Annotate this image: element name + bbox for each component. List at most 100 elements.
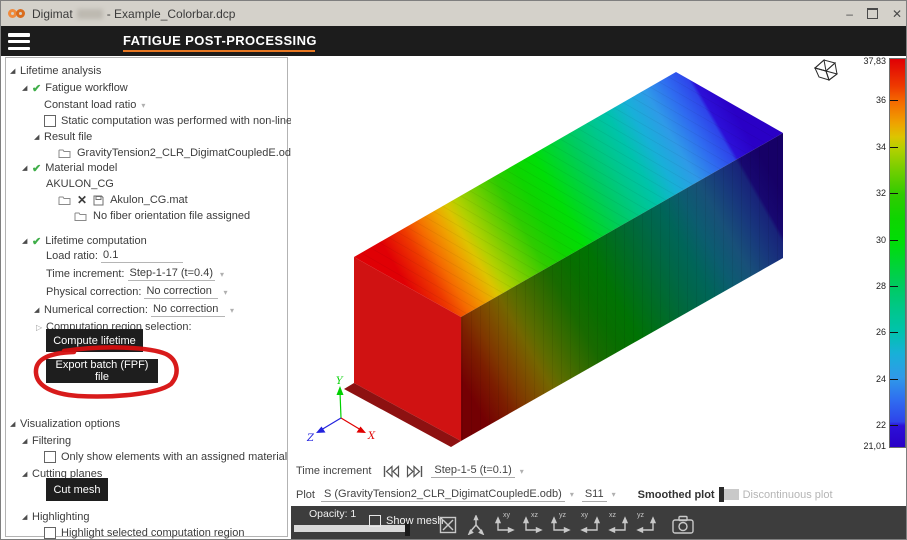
colorbar-tick — [890, 286, 898, 287]
tree-item-fatigue-workflow[interactable]: ◢ ✔ Fatigue workflow — [22, 82, 128, 95]
expand-arrow-icon[interactable]: ◢ — [22, 438, 28, 445]
tree-item-highlighting[interactable]: ◢ Highlighting — [22, 511, 90, 523]
colorbar-label: 37,83 — [863, 56, 886, 66]
tree-item-material-model[interactable]: ◢ ✔ Material model — [22, 162, 118, 175]
triad-view-icon[interactable] — [466, 513, 490, 535]
chevron-down-icon: ▾ — [569, 490, 574, 499]
chevron-down-icon: ▾ — [219, 269, 224, 279]
expand-arrow-icon[interactable]: ◢ — [34, 307, 40, 314]
checkbox-icon[interactable] — [44, 527, 56, 539]
app-logo-icon — [8, 7, 25, 20]
menu-hamburger-icon[interactable] — [8, 33, 30, 50]
colorbar-label: 36 — [875, 95, 886, 105]
colorbar-label: 22 — [875, 420, 886, 430]
expand-arrow-icon[interactable]: ◢ — [22, 85, 28, 92]
expand-arrow-icon[interactable]: ◢ — [10, 421, 16, 428]
time-step-dropdown[interactable]: Step-1-5 (t=0.1) — [431, 464, 515, 478]
previous-step-icon[interactable] — [383, 464, 400, 478]
view-xy-reverse-icon[interactable]: xy — [579, 512, 603, 535]
numerical-correction-field: ◢ Numerical correction: No correction ▾ — [34, 303, 234, 317]
load-ratio-input[interactable]: 0.1 — [101, 249, 184, 263]
material-file-row[interactable]: ✕ Akulon_CG.mat — [58, 193, 188, 207]
plot-controls: Time increment Step-1-5 (t=0.1) ▾ Plot S… — [291, 456, 906, 506]
close-button[interactable]: ✕ — [891, 6, 902, 21]
highlight-region-checkbox[interactable]: Highlight selected computation region — [44, 526, 244, 539]
beam-front-face[interactable] — [354, 257, 461, 441]
colorbar-label: 32 — [875, 188, 886, 198]
view-yz-icon[interactable]: yz — [550, 512, 574, 535]
fit-view-icon[interactable] — [438, 513, 462, 535]
numerical-correction-dropdown[interactable]: No correction — [150, 303, 225, 317]
folder-icon[interactable] — [58, 148, 71, 159]
tree-item-lifetime-computation[interactable]: ◢ ✔ Lifetime computation — [22, 235, 147, 248]
colorbar-tick — [890, 425, 898, 426]
axis-y-label: Y — [336, 376, 344, 387]
next-step-icon[interactable] — [406, 464, 423, 478]
physical-correction-field: Physical correction: No correction ▾ — [46, 285, 228, 299]
chevron-down-icon: ▾ — [519, 466, 524, 476]
expand-arrow-icon[interactable]: ◢ — [22, 238, 28, 245]
save-disk-icon[interactable] — [93, 195, 104, 206]
tree-item-result-file[interactable]: ◢ Result file — [34, 131, 93, 143]
colorbar-label: 21,01 — [863, 441, 886, 451]
time-increment-field: Time increment: Step-1-17 (t=0.4) ▾ — [46, 267, 224, 281]
physical-correction-dropdown[interactable]: No correction — [144, 285, 219, 299]
tree-item-cutting-planes[interactable]: ◢ Cutting planes — [22, 468, 103, 480]
load-ratio-field: Load ratio: 0.1 — [46, 249, 184, 263]
colorbar-gradient — [889, 58, 906, 448]
folder-icon[interactable] — [74, 211, 87, 222]
expand-arrow-icon[interactable]: ◢ — [10, 68, 16, 75]
opacity-slider-handle[interactable] — [405, 521, 410, 536]
tree-item-visualization-options[interactable]: ◢ Visualization options — [10, 418, 121, 430]
beam-model[interactable]: Y X Z — [291, 56, 907, 456]
expand-arrow-icon[interactable]: ◢ — [22, 514, 28, 521]
view-cube-icon[interactable] — [813, 59, 839, 81]
viewport-3d[interactable]: Y X Z 37,83 36 — [291, 56, 907, 456]
remove-x-icon[interactable]: ✕ — [77, 193, 88, 207]
check-icon: ✔ — [32, 235, 42, 248]
colorbar-label: 28 — [875, 281, 886, 291]
load-ratio-mode-dropdown[interactable]: Constant load ratio ▾ — [44, 99, 146, 111]
check-icon: ✔ — [32, 162, 42, 175]
plot-source-dropdown[interactable]: S (GravityTension2_CLR_DigimatCoupledE.o… — [320, 488, 565, 502]
window-title: Digimat - Example_Colorbar.dcp — [32, 6, 236, 21]
colorbar-tick — [890, 332, 898, 333]
folder-icon[interactable] — [58, 195, 71, 206]
tree-item-lifetime-analysis[interactable]: ◢ Lifetime analysis — [10, 65, 102, 77]
result-file-row[interactable]: GravityTension2_CLR_DigimatCoupledE.odb — [58, 146, 297, 160]
check-icon: ✔ — [32, 82, 42, 95]
camera-screenshot-icon[interactable] — [671, 513, 695, 535]
checkbox-icon[interactable] — [44, 115, 56, 127]
show-mesh-checkbox[interactable]: Show mesh — [369, 515, 443, 527]
view-xy-icon[interactable]: xy — [494, 512, 518, 535]
plot-mode-toggle[interactable] — [718, 487, 739, 502]
minimize-button[interactable]: – — [846, 6, 853, 21]
red-annotation-circle — [33, 345, 179, 399]
view-yz-reverse-icon[interactable]: yz — [635, 512, 659, 535]
view-xz-reverse-icon[interactable]: xz — [607, 512, 631, 535]
static-computation-checkbox[interactable]: Static computation was performed with no… — [44, 114, 347, 128]
fiber-orientation-row[interactable]: No fiber orientation file assigned — [74, 209, 250, 223]
title-bar: Digimat - Example_Colorbar.dcp – ✕ — [1, 1, 906, 27]
export-batch-button[interactable]: Export batch (FPF) file — [46, 359, 158, 383]
discontinuous-plot-label[interactable]: Discontinuous plot — [742, 488, 833, 501]
colorbar-tick — [890, 379, 898, 380]
expand-arrow-icon[interactable]: ◢ — [22, 471, 28, 478]
cut-mesh-button[interactable]: Cut mesh — [46, 478, 108, 501]
checkbox-icon[interactable] — [369, 515, 381, 527]
view-xz-icon[interactable]: xz — [522, 512, 546, 535]
collapsed-arrow-icon[interactable]: ▷ — [36, 322, 43, 332]
smoothed-plot-label[interactable]: Smoothed plot — [637, 488, 715, 501]
redacted-version — [76, 9, 103, 20]
maximize-button[interactable] — [866, 8, 878, 19]
time-increment-dropdown[interactable]: Step-1-17 (t=0.4) — [127, 267, 215, 281]
title-underline — [123, 50, 315, 52]
opacity-slider[interactable] — [294, 525, 406, 532]
plot-component-dropdown[interactable]: S11 — [581, 488, 607, 502]
expand-arrow-icon[interactable]: ◢ — [34, 134, 40, 141]
tree-item-filtering[interactable]: ◢ Filtering — [22, 435, 72, 447]
only-show-elements-checkbox[interactable]: Only show elements with an assigned mate… — [44, 450, 287, 464]
axis-triad: Y X Z — [306, 376, 376, 444]
expand-arrow-icon[interactable]: ◢ — [22, 165, 28, 172]
checkbox-icon[interactable] — [44, 451, 56, 463]
